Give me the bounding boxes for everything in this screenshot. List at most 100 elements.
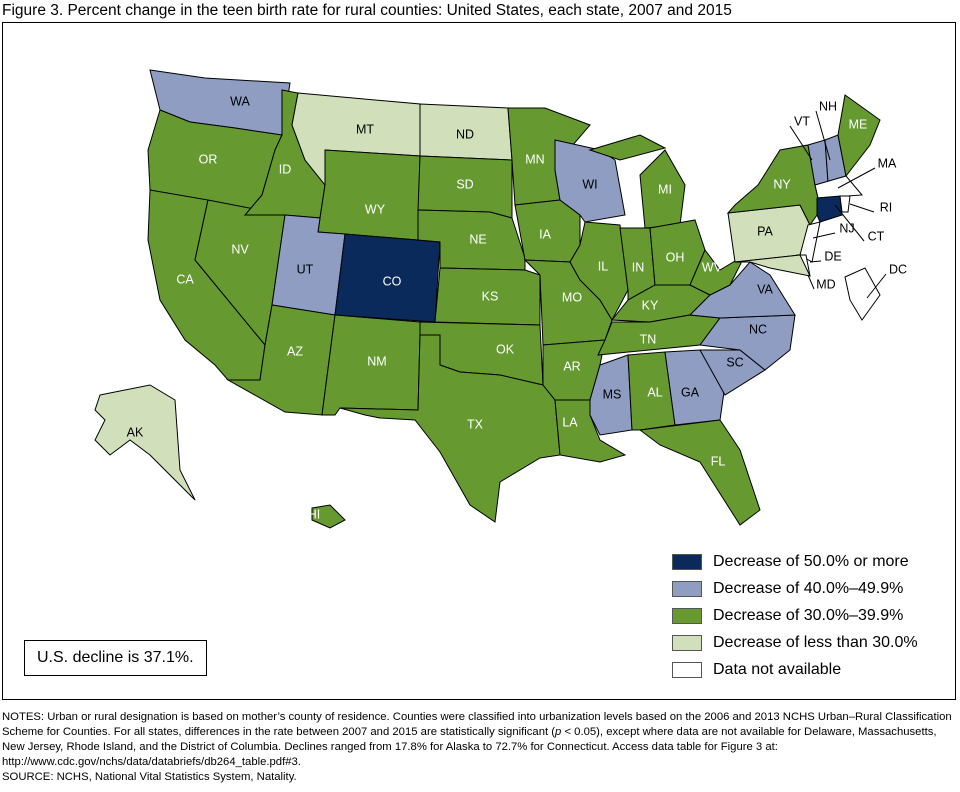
state-label: HI (308, 507, 321, 521)
state-label: UT (297, 262, 314, 276)
state-label: NM (367, 354, 386, 368)
state-label: DE (824, 249, 841, 263)
state-label: KS (482, 289, 499, 303)
state-label: ND (456, 127, 474, 141)
map-frame (2, 22, 956, 700)
notes-text: NOTES: Urban or rural designation is bas… (2, 711, 952, 738)
state-label: DC (889, 262, 907, 276)
state-label: ID (279, 162, 292, 176)
state-label: NV (231, 242, 249, 256)
state-label: MT (356, 122, 374, 136)
state-label: AK (127, 425, 144, 439)
state-label: OK (496, 342, 515, 356)
state-label: NE (469, 232, 486, 246)
state-hi (311, 504, 346, 529)
state-label: WA (230, 94, 250, 108)
state-md (734, 254, 811, 277)
leader-line (812, 232, 836, 239)
state-tx (339, 334, 561, 523)
state-label: WI (582, 177, 597, 191)
state-label: MN (525, 152, 544, 166)
state-label: CT (868, 229, 885, 243)
state-label: NH (819, 99, 837, 113)
state-label: LA (562, 415, 578, 429)
legend-swatch (672, 580, 702, 597)
state-label: TX (467, 417, 484, 431)
state-label: ME (849, 117, 868, 131)
state-mi (639, 149, 686, 229)
state-label: OH (666, 250, 685, 264)
state-label: AZ (287, 344, 303, 358)
source-text: SOURCE: NCHS, National Vital Statistics … (2, 771, 297, 783)
state-label: RI (880, 200, 893, 214)
state-label: VA (757, 282, 773, 296)
state-fl (638, 419, 761, 526)
leader-line (866, 273, 887, 299)
state-label: FL (711, 454, 726, 468)
leader-line (807, 274, 815, 290)
legend-swatch (672, 634, 702, 651)
legend-item: Decrease of 40.0%–49.9% (672, 575, 918, 602)
leader-line (815, 110, 831, 161)
state-label: MS (603, 387, 622, 401)
state-dc (844, 267, 881, 321)
state-ks (434, 267, 541, 326)
p-symbol: p (555, 726, 562, 738)
state-label: WY (365, 202, 386, 216)
legend-swatch (672, 661, 702, 678)
us-decline-box: U.S. decline is 37.1%. (24, 640, 207, 676)
state-label: OR (199, 152, 218, 166)
state-tn (597, 314, 721, 356)
state-label: GA (681, 385, 700, 399)
notes: NOTES: Urban or rural designation is bas… (2, 710, 952, 785)
state-label: NC (749, 322, 767, 336)
state-label: MD (816, 277, 835, 291)
state-label: NY (773, 177, 791, 191)
state-mi (588, 134, 667, 161)
legend-label: Decrease of 50.0% or more (713, 552, 909, 570)
state-me (837, 94, 881, 178)
legend-item: Data not available (672, 656, 918, 683)
state-wy (317, 149, 421, 241)
state-label: NJ (839, 221, 854, 235)
legend-swatch (672, 607, 702, 624)
figure-title: Figure 3. Percent change in the teen bir… (2, 2, 732, 19)
state-label: AL (647, 385, 662, 399)
state-ri (839, 195, 851, 213)
state-label: MO (562, 290, 582, 304)
state-label: MA (878, 156, 897, 170)
legend-label: Decrease of 30.0%–39.9% (713, 606, 904, 624)
state-label: CA (176, 272, 194, 286)
legend: Decrease of 50.0% or more Decrease of 40.… (672, 548, 918, 683)
state-wv (689, 249, 747, 296)
state-ak (94, 384, 196, 501)
state-label: SC (726, 355, 743, 369)
legend-label: Decrease of 40.0%–49.9% (713, 579, 904, 597)
legend-label: Data not available (713, 660, 842, 678)
state-label: TN (640, 332, 657, 346)
state-label: IN (632, 260, 645, 274)
legend-swatch (672, 553, 702, 570)
state-label: VT (794, 114, 810, 128)
leader-line (837, 167, 876, 189)
leader-line (834, 204, 865, 242)
leader-line (849, 203, 875, 213)
state-label: MI (658, 182, 672, 196)
notes-text-cont: < 0.05), except where data are not avail… (2, 726, 937, 768)
state-label: SD (456, 177, 473, 191)
leader-line (789, 125, 813, 161)
state-label: IA (539, 227, 551, 241)
state-label: KY (642, 298, 659, 312)
state-label: WV (702, 260, 723, 274)
state-label: IL (598, 259, 608, 273)
state-label: PA (757, 224, 773, 238)
state-label: AR (563, 359, 580, 373)
leader-line (809, 260, 822, 263)
state-ct (816, 195, 843, 223)
legend-item: Decrease of less than 30.0% (672, 629, 918, 656)
legend-item: Decrease of 30.0%–39.9% (672, 602, 918, 629)
state-label: CO (383, 274, 402, 288)
legend-item: Decrease of 50.0% or more (672, 548, 918, 575)
legend-label: Decrease of less than 30.0% (713, 633, 918, 651)
